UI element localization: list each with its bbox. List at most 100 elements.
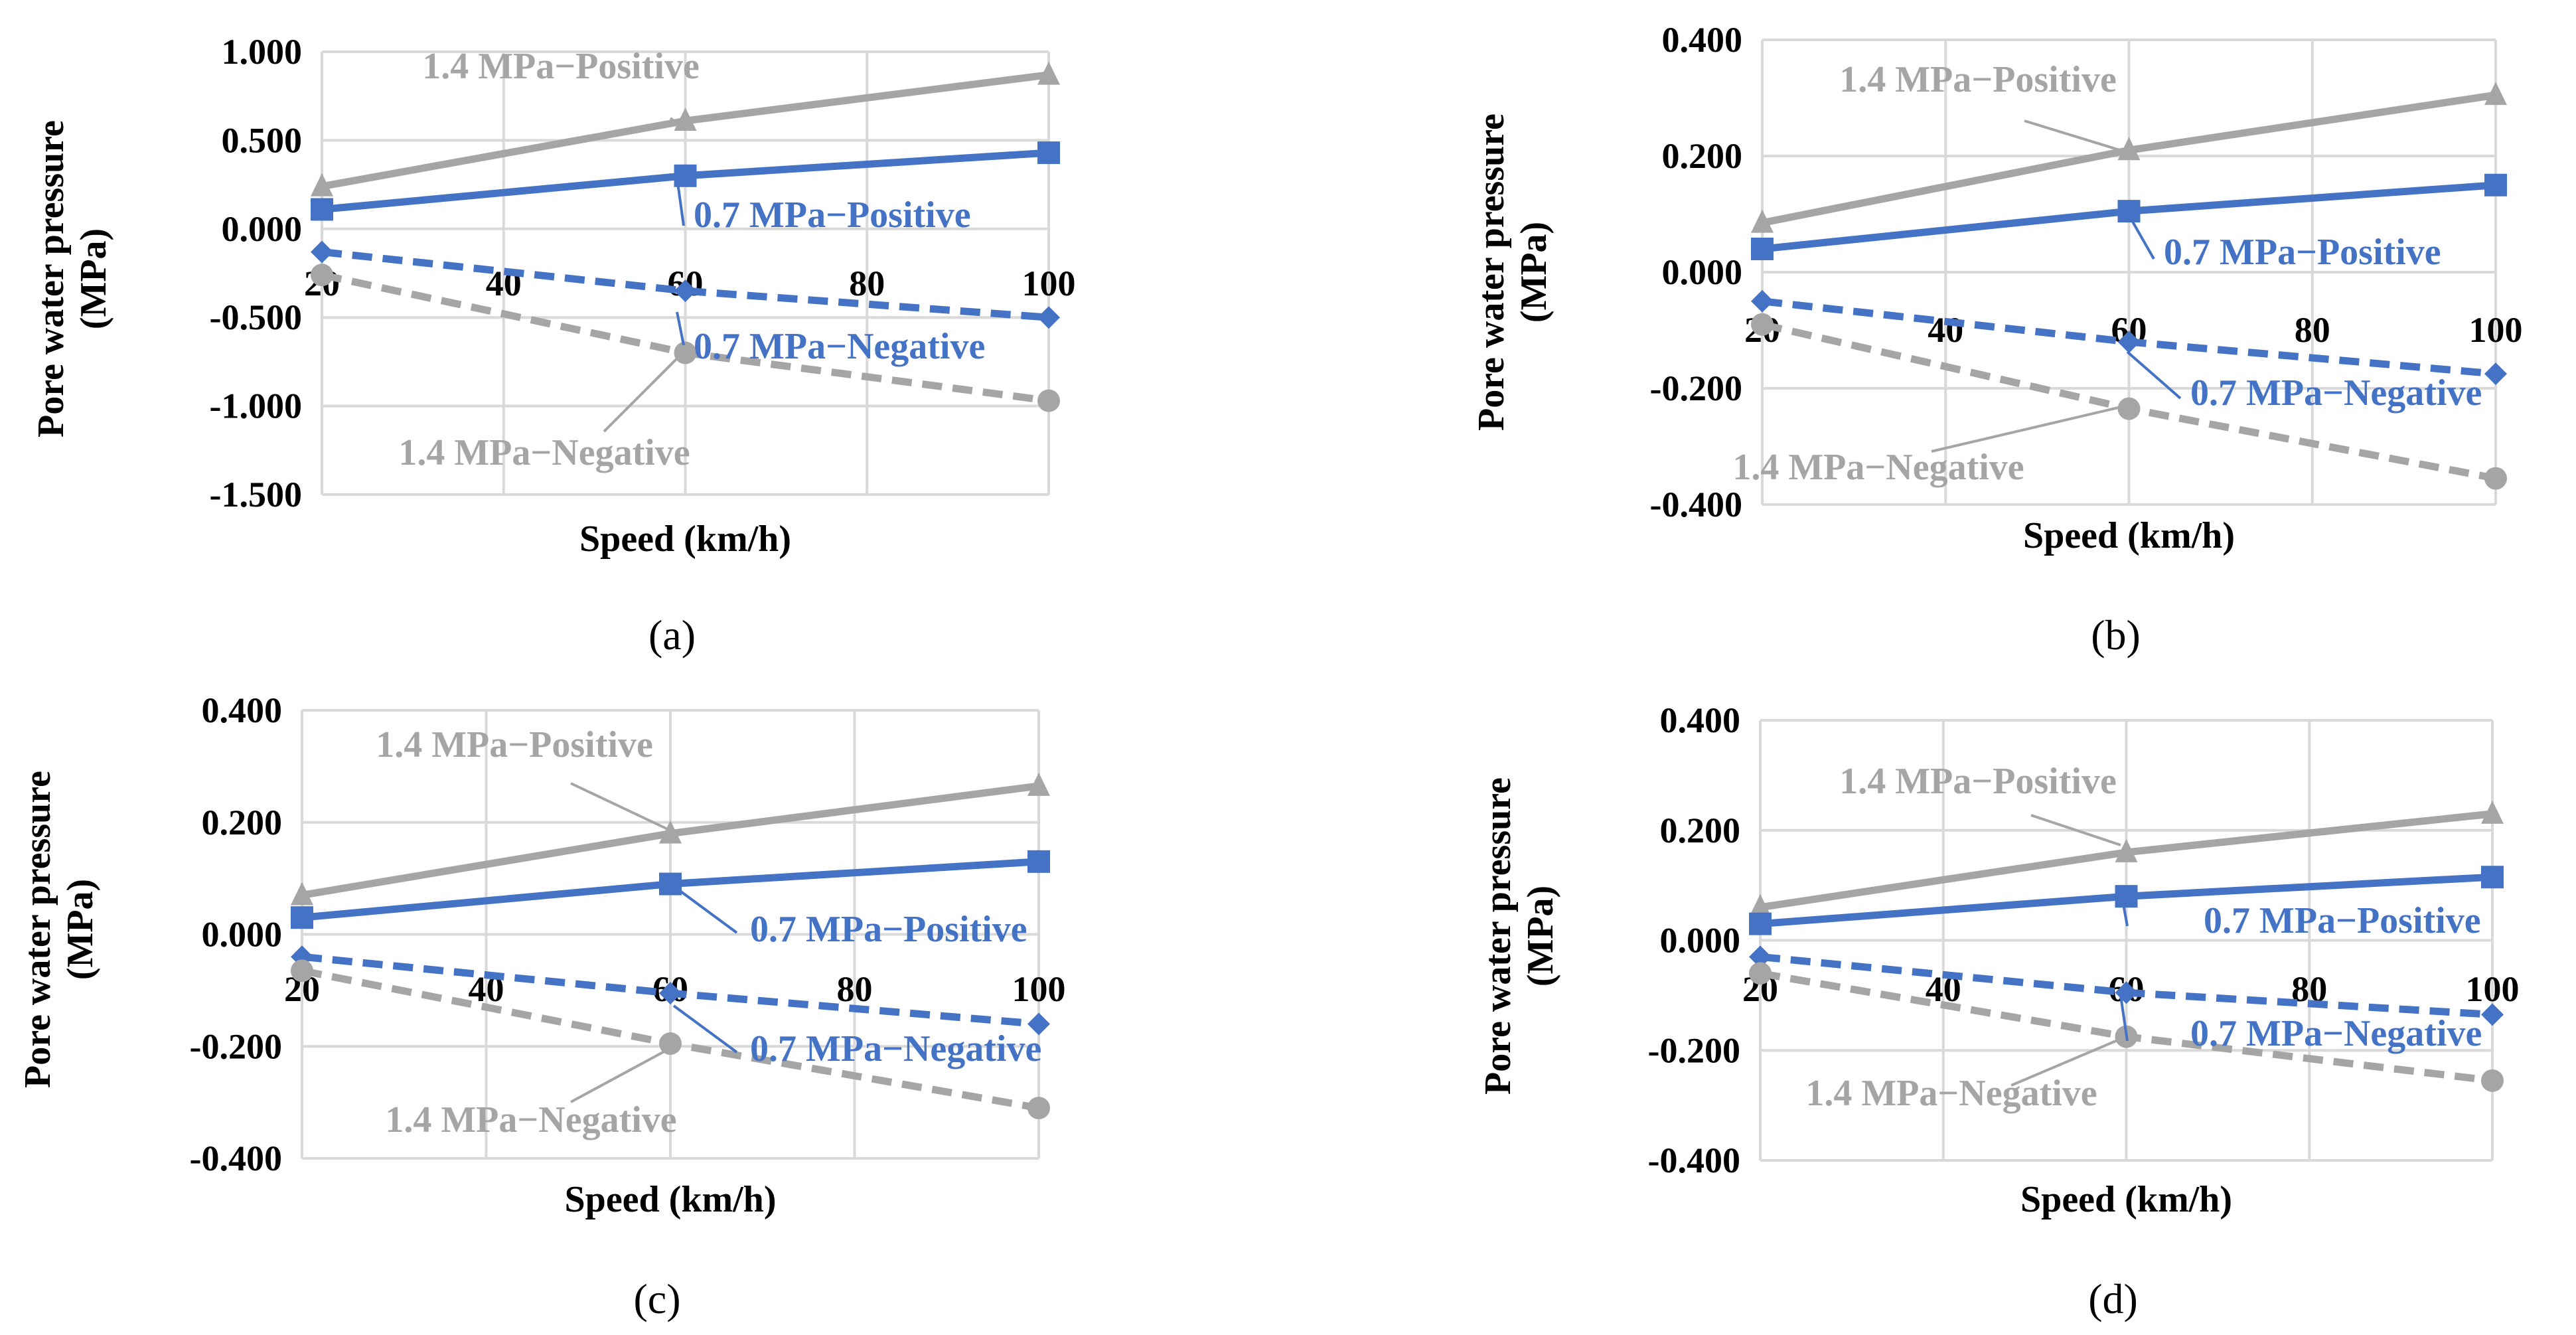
data-point <box>291 959 313 982</box>
chart-panel-d: -0.400-0.2000.0000.2000.400204060801001.… <box>1477 700 2520 1322</box>
panel-caption: (b) <box>2091 611 2141 659</box>
annotation-leader-line <box>672 885 738 934</box>
series-annotation-label: 0.7 MPa−Positive <box>694 195 971 236</box>
annotation-leader-line <box>676 177 685 226</box>
annotation-leader-line <box>2119 995 2129 1042</box>
series-annotation-label: 0.7 MPa−Positive <box>2204 900 2481 941</box>
series-annotation-label: 0.7 MPa−Negative <box>694 326 985 367</box>
y-tick-label: 1.000 <box>222 32 303 72</box>
data-point <box>1751 289 1774 313</box>
y-axis-title: Pore water pressure(MPa) <box>17 771 101 1088</box>
annotation-leader-line <box>676 311 685 346</box>
x-tick-label: 80 <box>849 264 885 303</box>
series-annotation-label: 0.7 MPa−Positive <box>750 909 1027 950</box>
y-tick-label: -0.400 <box>1648 1140 1740 1180</box>
data-point <box>2481 1069 2504 1092</box>
x-tick-label: 100 <box>1012 969 1066 1009</box>
y-tick-label: -0.200 <box>1650 368 1742 408</box>
y-tick-label: 0.000 <box>1660 921 1741 961</box>
data-point <box>2117 200 2141 223</box>
x-axis-title: Speed (km/h) <box>2020 1179 2232 1220</box>
series-annotation-label: 0.7 MPa−Positive <box>2164 232 2441 273</box>
annotation-leader-line <box>669 117 678 125</box>
y-tick-label: -1.000 <box>210 386 302 426</box>
data-point <box>2117 331 2141 353</box>
data-point <box>1037 61 1060 85</box>
data-point <box>659 982 682 1005</box>
annotation-leader-line <box>2024 119 2125 153</box>
panel-caption: (a) <box>648 611 696 659</box>
data-point <box>659 872 682 896</box>
x-tick-label: 100 <box>2469 310 2523 350</box>
series-annotation-label: 0.7 MPa−Negative <box>750 1028 1041 1069</box>
x-tick-label: 100 <box>2466 969 2520 1009</box>
data-point <box>2481 1003 2504 1026</box>
data-point <box>2115 838 2138 862</box>
annotation-leader-line <box>672 1004 738 1054</box>
x-tick-label: 80 <box>837 969 873 1009</box>
series-annotation-label: 1.4 MPa−Negative <box>1732 447 2024 488</box>
annotation-leader-line <box>2126 351 2182 400</box>
x-tick-label: 40 <box>1928 310 1963 350</box>
data-point <box>1749 945 1772 969</box>
data-point <box>1027 772 1050 796</box>
annotation-leader-line <box>603 357 678 433</box>
data-point <box>1037 141 1060 165</box>
data-point <box>1027 1012 1050 1036</box>
panel-caption: (d) <box>2088 1275 2138 1322</box>
data-point <box>2115 885 2138 908</box>
y-tick-label: -0.400 <box>1650 485 1742 524</box>
annotation-leader-line <box>570 782 670 831</box>
y-tick-label: 0.400 <box>202 690 283 730</box>
y-tick-label: -0.400 <box>190 1139 282 1178</box>
y-tick-label: 0.200 <box>1660 811 1741 850</box>
data-point <box>1749 962 1772 985</box>
data-point <box>2484 173 2507 196</box>
data-point <box>2481 800 2504 824</box>
annotation-leader-line <box>2030 814 2121 846</box>
data-point <box>1749 912 1772 935</box>
annotation-leader-line <box>2119 889 2129 927</box>
y-tick-label: 0.000 <box>202 915 283 955</box>
data-point <box>311 264 333 287</box>
data-point <box>311 240 333 264</box>
data-point <box>2117 137 2141 161</box>
x-axis-title: Speed (km/h) <box>565 1179 777 1220</box>
y-tick-label: 0.200 <box>1662 136 1743 176</box>
y-tick-label: -0.200 <box>1648 1030 1740 1070</box>
annotation-leader-line <box>570 1048 670 1103</box>
chart-panel-c: -0.400-0.2000.0000.2000.400204060801001.… <box>17 690 1066 1322</box>
y-axis-title: Pore water pressure(MPa) <box>1477 777 1561 1095</box>
y-tick-label: -0.500 <box>210 297 302 337</box>
series-annotation-label: 1.4 MPa−Positive <box>1839 59 2117 100</box>
series-annotation-label: 0.7 MPa−Negative <box>2190 1013 2482 1054</box>
data-point <box>291 906 313 929</box>
data-point <box>674 108 697 131</box>
data-point <box>659 820 682 844</box>
y-tick-label: 0.500 <box>222 120 303 160</box>
y-tick-label: 0.400 <box>1662 20 1743 60</box>
y-axis-title: Pore water pressure(MPa) <box>1471 114 1554 431</box>
data-point <box>674 341 697 364</box>
data-point <box>1037 389 1060 412</box>
y-tick-label: 0.000 <box>222 209 303 249</box>
data-point <box>291 882 313 905</box>
y-tick-label: 0.400 <box>1660 700 1741 740</box>
data-point <box>1027 1097 1050 1120</box>
data-point <box>2484 467 2507 490</box>
data-point <box>674 279 697 303</box>
data-point <box>1751 209 1774 233</box>
y-tick-label: -0.200 <box>190 1026 282 1066</box>
data-point <box>1749 894 1772 917</box>
x-tick-label: 80 <box>2295 310 2330 350</box>
series-annotation-label: 1.4 MPa−Positive <box>1839 761 2117 802</box>
data-point <box>2481 866 2504 889</box>
data-point <box>2484 82 2507 106</box>
series-annotation-label: 1.4 MPa−Positive <box>422 46 700 87</box>
data-point <box>1751 238 1774 260</box>
series-annotation-label: 1.4 MPa−Negative <box>398 432 690 473</box>
series-annotation-label: 1.4 MPa−Negative <box>1805 1073 2097 1114</box>
data-point <box>1037 306 1060 329</box>
data-point <box>1027 850 1050 873</box>
